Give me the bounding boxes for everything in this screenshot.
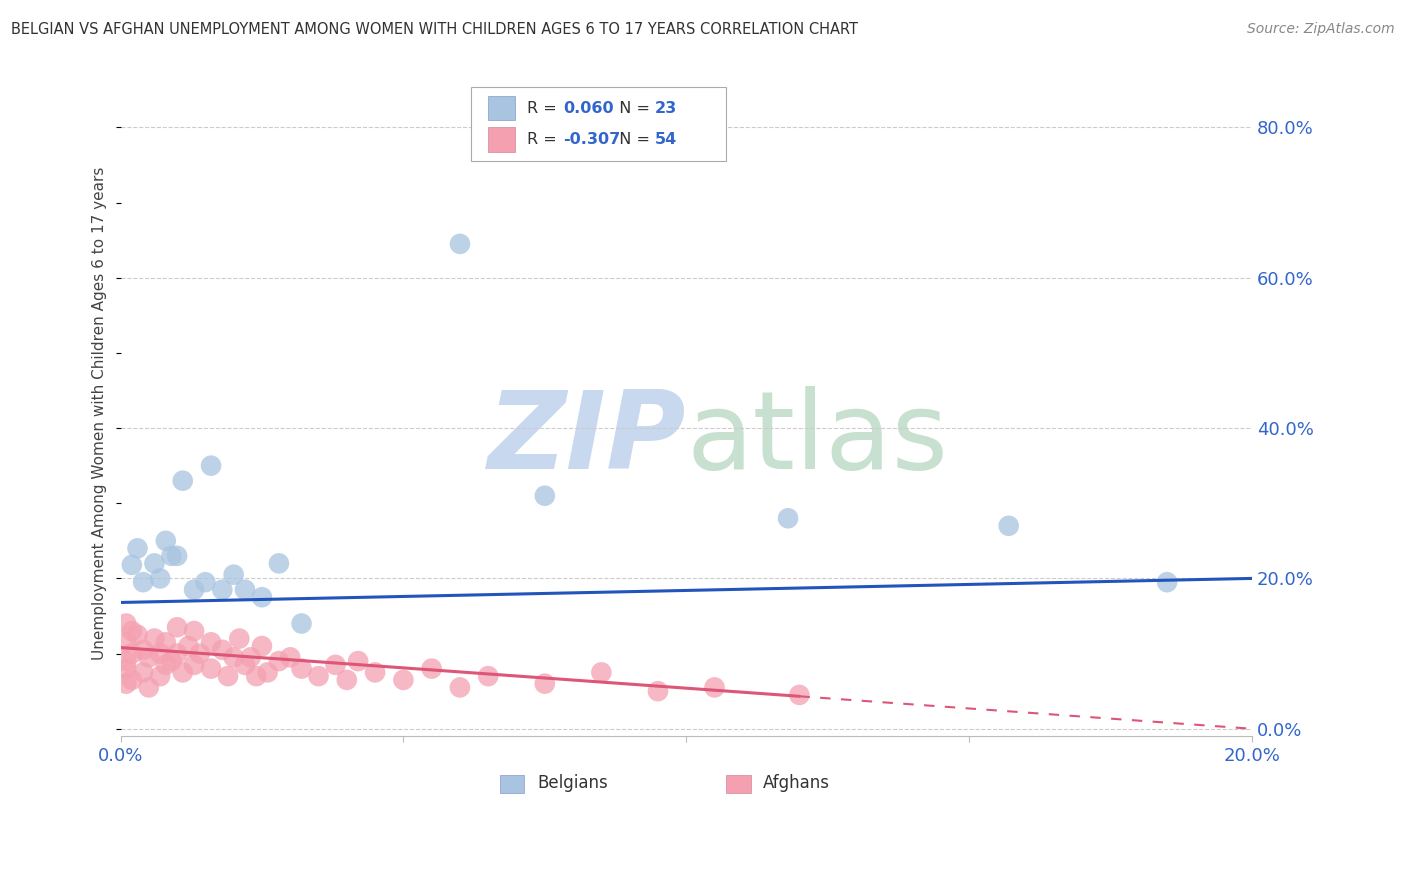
Point [477, 669, 499, 683]
Point [211, 643, 233, 657]
Point [245, 669, 267, 683]
Point [132, 575, 155, 590]
Point [256, 665, 278, 680]
Point [591, 665, 613, 680]
Point [188, 647, 211, 661]
Point [160, 654, 183, 668]
Point [177, 639, 200, 653]
Text: Belgians: Belgians [537, 774, 607, 792]
Point [143, 632, 166, 646]
FancyBboxPatch shape [725, 775, 751, 793]
Point [149, 669, 172, 683]
Point [703, 681, 725, 695]
Point [290, 616, 312, 631]
Point [533, 489, 555, 503]
Text: BELGIAN VS AFGHAN UNEMPLOYMENT AMONG WOMEN WITH CHILDREN AGES 6 TO 17 YEARS CORR: BELGIAN VS AFGHAN UNEMPLOYMENT AMONG WOM… [11, 22, 858, 37]
Point [121, 647, 143, 661]
Text: N =: N = [609, 101, 655, 116]
Text: 23: 23 [655, 101, 676, 116]
Point [138, 681, 160, 695]
Point [172, 474, 194, 488]
Point [228, 632, 250, 646]
Point [776, 511, 799, 525]
Point [290, 662, 312, 676]
Point [211, 582, 233, 597]
Point [172, 665, 194, 680]
Point [132, 665, 155, 680]
Text: -0.307: -0.307 [562, 132, 620, 147]
Point [183, 657, 205, 672]
Text: R =: R = [527, 132, 561, 147]
Point [115, 676, 138, 690]
Point [155, 635, 177, 649]
Point [449, 681, 471, 695]
Text: N =: N = [609, 132, 655, 147]
FancyBboxPatch shape [471, 87, 725, 161]
Point [200, 662, 222, 676]
Y-axis label: Unemployment Among Women with Children Ages 6 to 17 years: Unemployment Among Women with Children A… [93, 166, 107, 660]
Text: 0.060: 0.060 [562, 101, 613, 116]
Point [997, 518, 1019, 533]
Point [115, 635, 138, 649]
Point [449, 236, 471, 251]
Point [127, 541, 149, 556]
Point [250, 591, 273, 605]
Text: 54: 54 [655, 132, 676, 147]
FancyBboxPatch shape [488, 127, 516, 152]
Point [347, 654, 370, 668]
Point [222, 650, 245, 665]
Point [278, 650, 301, 665]
Point [183, 582, 205, 597]
Point [267, 557, 290, 571]
Point [149, 647, 172, 661]
FancyBboxPatch shape [499, 775, 524, 793]
Point [166, 647, 188, 661]
Text: atlas: atlas [686, 386, 948, 491]
Point [132, 643, 155, 657]
Point [789, 688, 811, 702]
Text: Afghans: Afghans [763, 774, 830, 792]
Point [121, 624, 143, 638]
Point [250, 639, 273, 653]
Point [166, 549, 188, 563]
Point [115, 662, 138, 676]
Point [200, 635, 222, 649]
Point [115, 616, 138, 631]
Point [308, 669, 330, 683]
Point [166, 620, 188, 634]
Point [222, 567, 245, 582]
Point [115, 654, 138, 668]
Point [155, 533, 177, 548]
Point [217, 669, 239, 683]
Point [183, 624, 205, 638]
Point [200, 458, 222, 473]
Text: Source: ZipAtlas.com: Source: ZipAtlas.com [1247, 22, 1395, 37]
Point [325, 657, 347, 672]
Point [121, 673, 143, 687]
Point [533, 676, 555, 690]
FancyBboxPatch shape [488, 95, 516, 120]
Text: R =: R = [527, 101, 561, 116]
Point [155, 657, 177, 672]
Point [392, 673, 415, 687]
Point [194, 575, 217, 590]
Point [121, 558, 143, 572]
Point [149, 571, 172, 585]
Point [233, 657, 256, 672]
Point [233, 582, 256, 597]
Point [1156, 575, 1178, 590]
Point [267, 654, 290, 668]
Point [336, 673, 359, 687]
Point [364, 665, 387, 680]
Point [420, 662, 443, 676]
Point [239, 650, 262, 665]
Point [127, 628, 149, 642]
Text: ZIP: ZIP [488, 386, 686, 491]
Point [160, 549, 183, 563]
Point [647, 684, 669, 698]
Point [143, 557, 166, 571]
Point [138, 650, 160, 665]
